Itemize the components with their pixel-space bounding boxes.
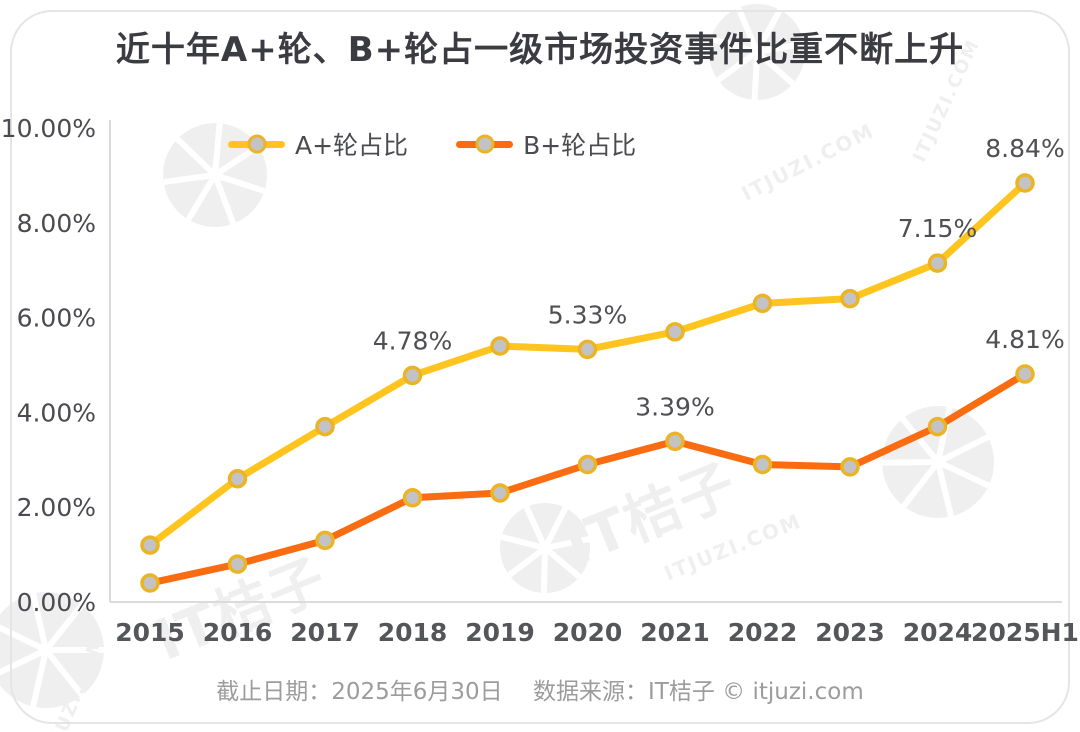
y-tick-label: 4.00% <box>17 398 96 427</box>
series-line-b-plus <box>146 370 1029 587</box>
data-point-a-plus-2018 <box>402 365 423 386</box>
y-tick-label: 6.00% <box>17 304 96 333</box>
x-tick-label: 2019 <box>465 618 535 647</box>
x-tick-label: 2021 <box>640 618 710 647</box>
data-point-a-plus-2019 <box>490 336 510 356</box>
data-point-b-plus-2016 <box>227 554 248 574</box>
x-tick-label: 2020 <box>553 618 623 647</box>
data-point-b-plus-2021 <box>665 431 685 452</box>
data-point-b-plus-2017 <box>315 530 335 551</box>
legend-marker-icon <box>247 134 266 154</box>
legend-label: A+轮占比 <box>295 131 409 160</box>
source-caption: 截止日期：2025年6月30日 数据来源：IT桔子 © itjuzi.com <box>216 679 864 705</box>
legend-marker-icon <box>475 134 495 154</box>
x-tick-label: 2017 <box>290 618 360 647</box>
legend-line-icon <box>456 134 514 154</box>
data-point-a-plus-2022 <box>752 293 773 314</box>
data-point-b-plus-2022 <box>752 454 773 475</box>
data-point-a-plus-2023 <box>840 288 860 309</box>
data-label: 8.84% <box>985 134 1064 163</box>
data-point-a-plus-2017 <box>315 416 335 437</box>
data-point-a-plus-2016 <box>227 469 248 489</box>
data-point-b-plus-2023 <box>840 457 860 477</box>
x-tick-label: 2022 <box>728 618 798 647</box>
watermark-logo-icon <box>709 4 805 104</box>
chart-title: 近十年A+轮、B+轮占一级市场投资事件比重不断上升 <box>115 30 965 70</box>
data-label: 5.33% <box>548 300 627 329</box>
x-tick-label: 2018 <box>378 618 448 647</box>
data-point-b-plus-2015 <box>140 573 160 593</box>
series-line-a-plus <box>146 179 1029 549</box>
x-tick-label: 2025H1 <box>971 618 1079 647</box>
y-tick-label: 0.00% <box>17 588 96 617</box>
data-label: 7.15% <box>898 214 977 243</box>
legend-item-a-plus: A+轮占比 <box>228 126 408 162</box>
x-tick-label: 2024 <box>903 618 973 647</box>
legend-item-b-plus: B+轮占比 <box>456 126 636 162</box>
data-point-a-plus-2015 <box>140 535 160 555</box>
x-tick-label: 2015 <box>115 618 185 647</box>
data-point-b-plus-2025H1 <box>1015 364 1035 384</box>
data-point-b-plus-2020 <box>577 454 598 475</box>
data-point-a-plus-2020 <box>577 339 598 360</box>
watermark-logo-icon <box>881 406 994 522</box>
legend: A+轮占比 B+轮占比 <box>228 126 636 162</box>
legend-label: B+轮占比 <box>523 131 637 160</box>
data-label: 3.39% <box>635 392 714 421</box>
data-point-a-plus-2025H1 <box>1015 173 1035 193</box>
data-point-a-plus-2024 <box>927 253 948 273</box>
data-point-a-plus-2021 <box>665 322 685 342</box>
data-label: 4.81% <box>985 325 1064 354</box>
watermark-logo-icon <box>0 592 104 712</box>
data-label: 4.78% <box>373 326 452 355</box>
x-tick-label: 2023 <box>815 618 885 647</box>
data-point-b-plus-2018 <box>402 487 423 508</box>
y-tick-label: 8.00% <box>17 209 96 238</box>
y-tick-label: 10.00% <box>1 114 96 143</box>
data-point-b-plus-2024 <box>927 416 948 437</box>
watermark-logo-icon <box>163 122 267 231</box>
y-tick-label: 2.00% <box>17 493 96 522</box>
x-tick-label: 2016 <box>203 618 273 647</box>
watermark-logo-icon <box>500 503 590 597</box>
legend-line-icon <box>228 134 285 154</box>
data-point-b-plus-2019 <box>490 483 510 503</box>
